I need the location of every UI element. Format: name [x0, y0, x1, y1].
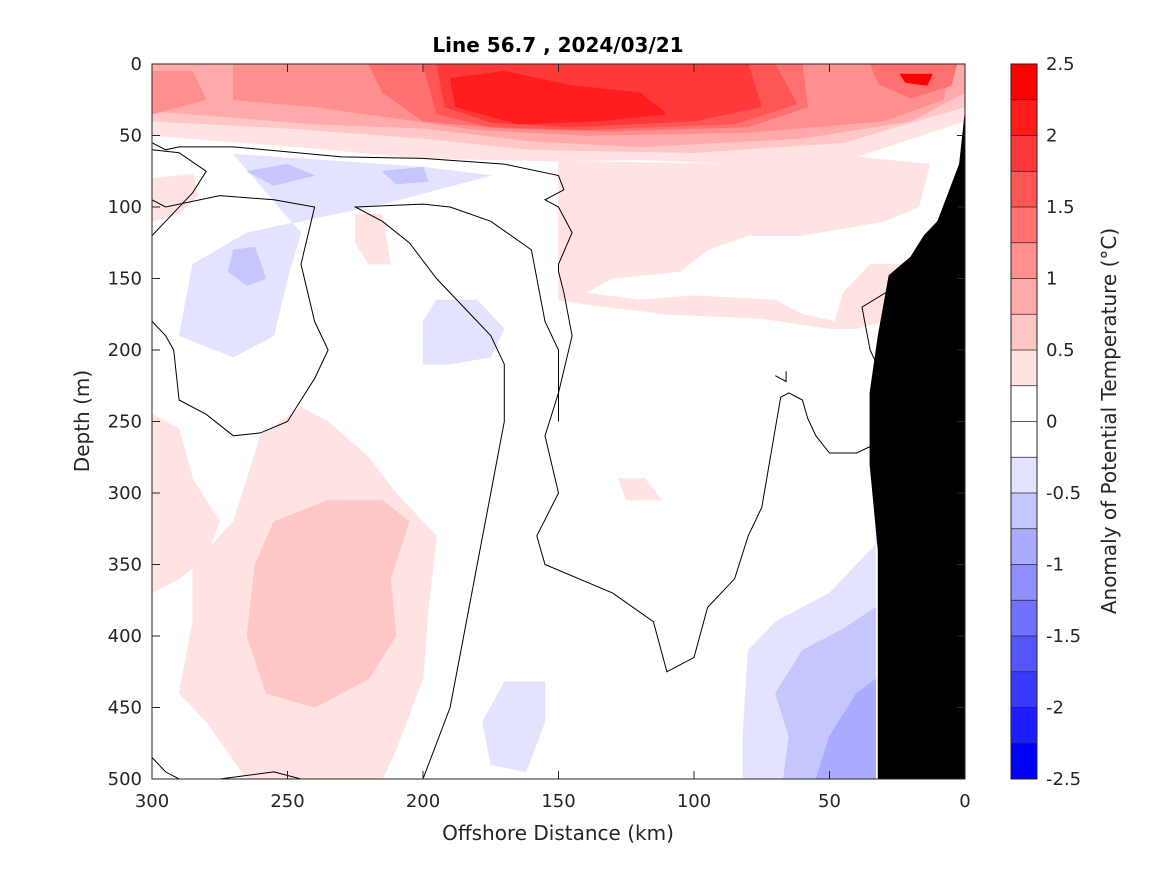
y-tick-label-100: 100: [108, 197, 142, 218]
colorbar-segment-18: [1011, 707, 1037, 744]
anomaly-region-16: [617, 478, 663, 501]
y-tick-label-350: 350: [108, 555, 142, 576]
anomaly-region-1: [558, 156, 933, 329]
zero-contour-0: [152, 142, 912, 673]
colorbar-segment-17: [1011, 671, 1037, 708]
anomaly-region-26: [815, 678, 876, 779]
anomaly-region-22: [246, 163, 316, 186]
y-tick-label-150: 150: [108, 269, 142, 290]
anomaly-region-24: [227, 246, 267, 286]
x-tick-label-50: 50: [818, 791, 841, 812]
colorbar-tick-label--2: -2: [1046, 698, 1064, 719]
zero-contour-4: [152, 757, 180, 779]
colorbar-segment-6: [1011, 278, 1037, 315]
y-tick-label-0: 0: [131, 54, 142, 75]
seafloor-mask: [869, 114, 965, 779]
y-tick-label-250: 250: [108, 412, 142, 433]
colorbar-segment-2: [1011, 135, 1037, 172]
colorbar-segment-13: [1011, 528, 1037, 565]
colorbar-segment-4: [1011, 207, 1037, 244]
colorbar-frame: [1010, 63, 1038, 780]
colorbar-segment-11: [1011, 457, 1037, 494]
colorbar-segment-0: [1011, 64, 1037, 101]
colorbar-tick-label-2.5: 2.5: [1046, 54, 1075, 75]
zero-contour-2: [152, 195, 329, 437]
x-axis-label: Offshore Distance (km): [442, 821, 674, 845]
anomaly-region-14: [152, 414, 221, 594]
y-tick-label-450: 450: [108, 698, 142, 719]
colorbar-segment-9: [1011, 385, 1037, 422]
colorbar-tick-label--0.5: -0.5: [1046, 483, 1081, 504]
zero-contour-6: [775, 371, 787, 383]
y-tick-label-50: 50: [119, 126, 142, 147]
zero-contour-5: [219, 771, 302, 779]
colorbar-tick-label--1.5: -1.5: [1046, 626, 1081, 647]
anomaly-region-18: [178, 153, 491, 358]
x-tick-label-150: 150: [541, 791, 575, 812]
anomaly-region-10: [449, 70, 668, 125]
x-tick-label-0: 0: [959, 791, 970, 812]
anomaly-region-5: [152, 70, 207, 115]
anomaly-region-17: [246, 499, 410, 708]
y-axis-label: Depth (m): [70, 370, 94, 472]
y-tick-label-500: 500: [108, 769, 142, 790]
zero-contour-1: [152, 149, 207, 236]
colorbar: 2.5 2 1.5 1 0.5 0 -0.5 -1 -1.5 -2 -2.5: [1010, 54, 1081, 790]
anomaly-region-20: [482, 681, 546, 773]
chart-title: Line 56.7 , 2024/03/21: [432, 33, 683, 57]
colorbar-tick-label-1: 1: [1046, 269, 1057, 290]
colorbar-tick-label-2: 2: [1046, 126, 1057, 147]
x-tick-label-300: 300: [135, 791, 169, 812]
colorbar-tick-label-1.5: 1.5: [1046, 197, 1075, 218]
y-tick-label-300: 300: [108, 483, 142, 504]
colorbar-segment-1: [1011, 99, 1037, 136]
x-tick-label-250: 250: [270, 791, 304, 812]
colorbar-tick-label-0: 0: [1046, 412, 1057, 433]
colorbar-segment-14: [1011, 564, 1037, 601]
anomaly-region-13: [355, 213, 391, 265]
x-axis-ticks: 300 250 200 150 100 50 0: [135, 64, 971, 812]
anomaly-region-19: [422, 299, 505, 365]
colorbar-label: Anomaly of Potential Temperature (°C): [1097, 228, 1121, 614]
colorbar-segment-16: [1011, 636, 1037, 673]
y-tick-label-200: 200: [108, 340, 142, 361]
seafloor-bathymetry: [869, 114, 965, 779]
anomaly-region-11: [899, 73, 933, 86]
anomaly-region-23: [381, 166, 429, 185]
colorbar-segment-10: [1011, 421, 1037, 458]
anomaly-region-12: [152, 173, 199, 222]
x-tick-label-100: 100: [677, 791, 711, 812]
colorbar-tick-label--1: -1: [1046, 555, 1064, 576]
colorbar-segment-12: [1011, 493, 1037, 530]
colorbar-segment-19: [1011, 743, 1037, 780]
colorbar-segment-15: [1011, 600, 1037, 637]
colorbar-segment-8: [1011, 350, 1037, 387]
colorbar-segment-5: [1011, 242, 1037, 279]
y-axis-ticks: 0 50 100 150 200 250 300 350 400 450 500: [108, 54, 965, 790]
zero-contour-lines: [152, 142, 912, 779]
colorbar-tick-label--2.5: -2.5: [1046, 769, 1081, 790]
colorbar-segment-3: [1011, 171, 1037, 208]
x-tick-label-200: 200: [406, 791, 440, 812]
zero-contour-3: [353, 203, 559, 779]
y-tick-label-400: 400: [108, 626, 142, 647]
anomaly-filled-contours: [152, 64, 965, 779]
colorbar-segment-7: [1011, 314, 1037, 351]
colorbar-tick-label-0.5: 0.5: [1046, 340, 1075, 361]
